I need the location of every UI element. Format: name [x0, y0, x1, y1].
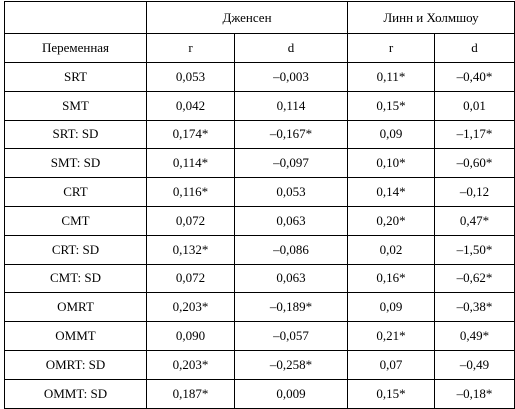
jensen-d-cell: 0,114	[234, 90, 348, 121]
variable-cell: SRT	[4, 62, 147, 92]
lynn-d-cell: 0,01	[434, 90, 515, 121]
jensen-d-cell: –0,057	[234, 321, 348, 351]
lynn-r-cell: 0,20*	[347, 205, 435, 236]
variable-cell: OMRT: SD	[4, 349, 147, 380]
lynn-d-cell: –0,38*	[434, 292, 515, 323]
column-header-lynn-d: d	[434, 33, 515, 63]
jensen-d-cell: 0,053	[234, 177, 348, 207]
table-row: CRT 0,116* 0,053 0,14* –0,12	[4, 177, 515, 207]
jensen-r-cell: 0,132*	[146, 234, 235, 265]
table-row: CMT: SD 0,072 0,063 0,16* –0,62*	[4, 263, 515, 294]
lynn-r-cell: 0,10*	[347, 148, 435, 179]
lynn-d-cell: –0,12	[434, 177, 515, 207]
jensen-r-cell: 0,203*	[146, 292, 235, 323]
jensen-r-cell: 0,090	[146, 321, 235, 351]
lynn-d-cell: –0,18*	[434, 378, 515, 409]
column-header-row: Переменная r d r d	[4, 33, 515, 63]
jensen-r-cell: 0,114*	[146, 148, 235, 179]
lynn-d-cell: –1,50*	[434, 234, 515, 265]
variable-cell: CMT: SD	[4, 263, 147, 294]
jensen-d-cell: –0,258*	[234, 349, 348, 380]
correlation-table: Дженсен Линн и Холмшоу Переменная r d r …	[4, 1, 515, 409]
lynn-r-cell: 0,21*	[347, 321, 435, 351]
column-header-variable: Переменная	[4, 33, 147, 63]
jensen-r-cell: 0,053	[146, 62, 235, 92]
table-row: SMT 0,042 0,114 0,15* 0,01	[4, 90, 515, 121]
jensen-d-cell: 0,063	[234, 205, 348, 236]
jensen-d-cell: –0,097	[234, 148, 348, 179]
column-header-lynn-r: r	[347, 33, 435, 63]
group-header-lynn-holmshaw: Линн и Холмшоу	[347, 1, 515, 34]
variable-cell: CRT	[4, 177, 147, 207]
table-row: CRT: SD 0,132* –0,086 0,02 –1,50*	[4, 234, 515, 265]
variable-cell: OMRT	[4, 292, 147, 323]
variable-cell: OMMT: SD	[4, 378, 147, 409]
jensen-r-cell: 0,187*	[146, 378, 235, 409]
group-header-jensen: Дженсен	[146, 1, 348, 34]
table-row: SRT 0,053 –0,003 0,11* –0,40*	[4, 62, 515, 92]
table-row: OMRT 0,203* –0,189* 0,09 –0,38*	[4, 292, 515, 323]
jensen-d-cell: –0,189*	[234, 292, 348, 323]
jensen-d-cell: 0,009	[234, 378, 348, 409]
lynn-r-cell: 0,09	[347, 119, 435, 150]
table-row: OMRT: SD 0,203* –0,258* 0,07 –0,49	[4, 349, 515, 380]
lynn-r-cell: 0,15*	[347, 90, 435, 121]
jensen-r-cell: 0,203*	[146, 349, 235, 380]
lynn-r-cell: 0,02	[347, 234, 435, 265]
jensen-r-cell: 0,072	[146, 205, 235, 236]
variable-cell: CMT	[4, 205, 147, 236]
lynn-r-cell: 0,14*	[347, 177, 435, 207]
table-row: SRT: SD 0,174* –0,167* 0,09 –1,17*	[4, 119, 515, 150]
jensen-d-cell: 0,063	[234, 263, 348, 294]
jensen-d-cell: –0,003	[234, 62, 348, 92]
lynn-r-cell: 0,11*	[347, 62, 435, 92]
lynn-d-cell: –0,49	[434, 349, 515, 380]
lynn-d-cell: –0,40*	[434, 62, 515, 92]
group-header-empty	[4, 1, 147, 34]
lynn-d-cell: 0,49*	[434, 321, 515, 351]
table-row: OMMT 0,090 –0,057 0,21* 0,49*	[4, 321, 515, 351]
table-row: CMT 0,072 0,063 0,20* 0,47*	[4, 205, 515, 236]
jensen-r-cell: 0,072	[146, 263, 235, 294]
lynn-d-cell: 0,47*	[434, 205, 515, 236]
variable-cell: SRT: SD	[4, 119, 147, 150]
lynn-d-cell: –0,62*	[434, 263, 515, 294]
variable-cell: CRT: SD	[4, 234, 147, 265]
variable-cell: OMMT	[4, 321, 147, 351]
variable-cell: SMT	[4, 90, 147, 121]
table-row: SMT: SD 0,114* –0,097 0,10* –0,60*	[4, 148, 515, 179]
lynn-d-cell: –1,17*	[434, 119, 515, 150]
jensen-r-cell: 0,042	[146, 90, 235, 121]
lynn-r-cell: 0,16*	[347, 263, 435, 294]
jensen-r-cell: 0,116*	[146, 177, 235, 207]
column-header-jensen-d: d	[234, 33, 348, 63]
jensen-d-cell: –0,167*	[234, 119, 348, 150]
lynn-r-cell: 0,09	[347, 292, 435, 323]
table-body: Дженсен Линн и Холмшоу Переменная r d r …	[4, 1, 515, 409]
lynn-r-cell: 0,07	[347, 349, 435, 380]
jensen-d-cell: –0,086	[234, 234, 348, 265]
lynn-r-cell: 0,15*	[347, 378, 435, 409]
jensen-r-cell: 0,174*	[146, 119, 235, 150]
lynn-d-cell: –0,60*	[434, 148, 515, 179]
group-header-row: Дженсен Линн и Холмшоу	[4, 1, 515, 34]
variable-cell: SMT: SD	[4, 148, 147, 179]
column-header-jensen-r: r	[146, 33, 235, 63]
table-row: OMMT: SD 0,187* 0,009 0,15* –0,18*	[4, 378, 515, 409]
